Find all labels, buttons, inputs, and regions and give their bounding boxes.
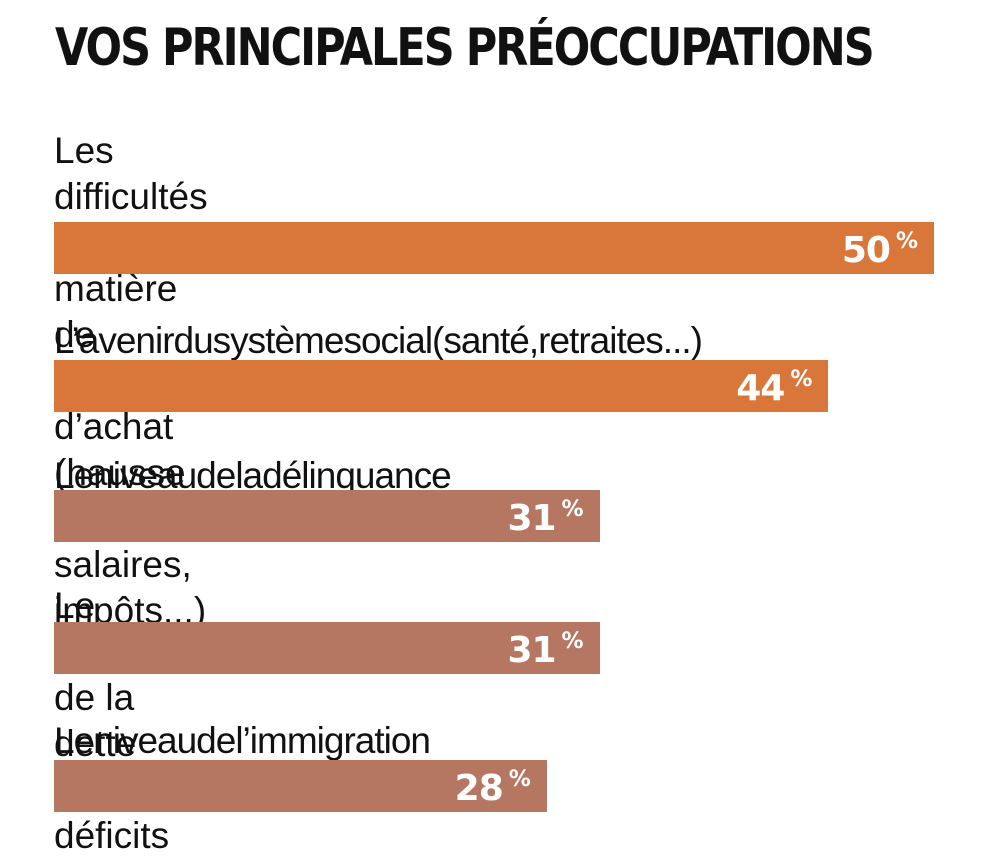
value-label: 44% [736,360,812,412]
value-label: 28% [455,760,531,812]
bar: 31% [54,622,600,674]
value-number: 31 [507,498,556,539]
unit-label: % [561,629,584,654]
value-label: 31% [507,490,583,542]
category-label: Leniveaudeladélinquance [54,455,452,496]
category-label: Leniveaudel’immigration [54,720,431,761]
bar: 28% [54,760,547,812]
chart-title: VOS PRINCIPALES PRÉOCCUPATIONS [55,18,875,78]
category-label: L’avenirdusystèmesocial(santé,retraites.… [54,320,703,361]
unit-label: % [561,497,584,522]
unit-label: % [895,229,918,254]
value-number: 50 [841,230,891,271]
unit-label: % [790,367,813,392]
value-number: 31 [507,630,556,671]
bar: 44% [54,360,829,412]
value-number: 28 [454,768,504,809]
bar: 50% [54,222,934,274]
value-label: 50% [842,222,918,274]
value-label: 31% [507,622,583,674]
unit-label: % [508,767,531,792]
value-number: 44 [736,368,785,409]
bar: 31% [54,490,600,542]
